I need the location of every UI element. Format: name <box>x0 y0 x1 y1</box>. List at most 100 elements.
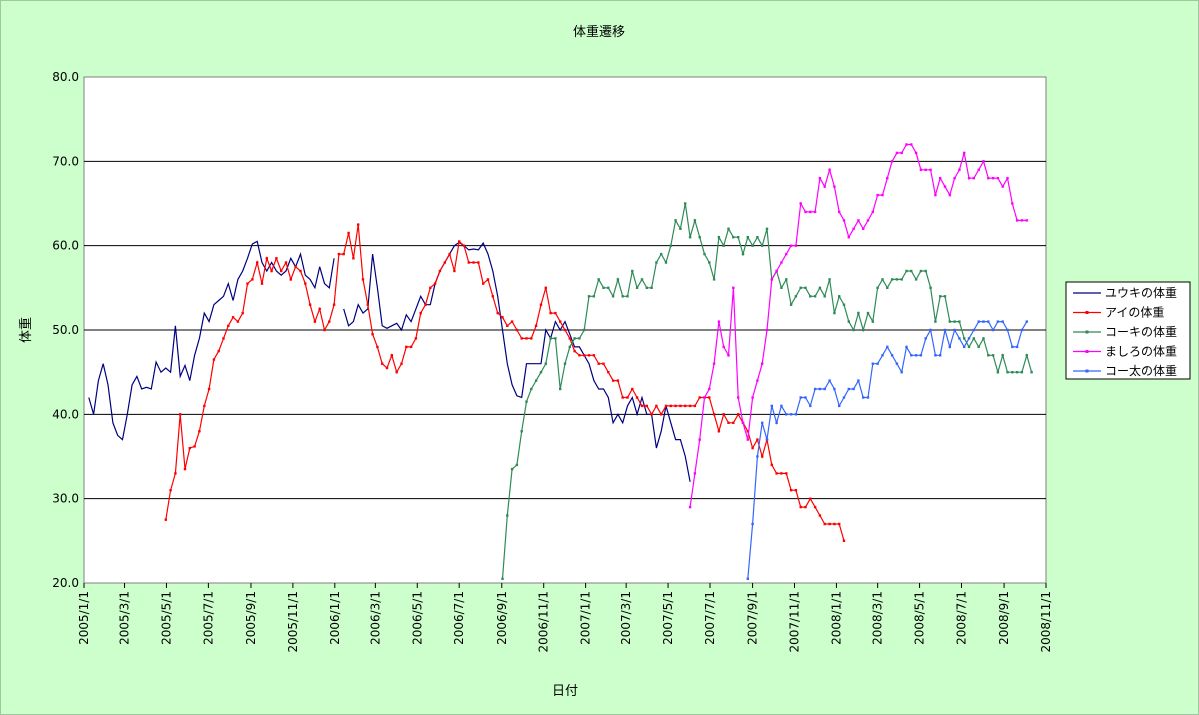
data-point <box>573 337 576 340</box>
data-point <box>789 413 793 416</box>
data-point <box>520 337 523 340</box>
data-point <box>650 413 653 416</box>
data-point <box>578 354 581 357</box>
legend-label: コーキの体重 <box>1105 325 1177 339</box>
x-tick-label: 2008/11/1 <box>1039 591 1053 653</box>
x-tick-label: 2007/5/1 <box>661 591 675 645</box>
data-point <box>910 143 913 146</box>
data-point <box>611 379 615 382</box>
data-point <box>587 354 591 357</box>
chart-title: 体重遷移 <box>573 24 625 40</box>
data-point <box>828 278 831 281</box>
data-point <box>737 396 740 399</box>
data-point <box>823 295 826 298</box>
legend-marker <box>1085 350 1089 353</box>
data-point <box>409 345 413 349</box>
data-point <box>645 404 648 408</box>
data-point <box>756 455 759 458</box>
data-point <box>352 257 355 260</box>
series-4 <box>688 143 1028 509</box>
data-point <box>775 421 778 424</box>
data-point <box>789 489 793 492</box>
data-point <box>948 193 951 197</box>
data-point <box>299 269 302 273</box>
data-point <box>1006 328 1009 332</box>
data-point <box>828 522 831 526</box>
data-point <box>914 278 918 281</box>
data-point <box>640 278 644 281</box>
data-point <box>900 151 903 155</box>
data-point <box>958 337 961 340</box>
data-point <box>361 278 365 281</box>
legend-marker <box>1085 330 1089 334</box>
data-point <box>775 269 778 273</box>
data-point <box>1020 219 1024 222</box>
data-point <box>722 413 725 416</box>
data-point <box>977 168 980 171</box>
data-point <box>765 227 769 230</box>
data-point <box>693 219 697 222</box>
data-point <box>212 358 216 361</box>
data-point <box>809 497 812 500</box>
data-point <box>525 400 528 403</box>
data-point <box>635 396 639 399</box>
data-point <box>799 396 802 399</box>
data-point <box>342 252 345 256</box>
data-point <box>549 337 552 340</box>
data-point <box>684 202 687 205</box>
data-point <box>761 244 764 247</box>
data-point <box>895 362 899 365</box>
data-point <box>169 489 172 492</box>
series-line <box>165 224 845 541</box>
data-point <box>183 467 187 471</box>
data-point <box>910 269 913 273</box>
data-point <box>746 430 749 433</box>
data-point <box>534 324 538 327</box>
data-point <box>688 505 692 509</box>
data-point <box>222 337 225 340</box>
data-point <box>520 430 523 433</box>
data-point <box>929 286 932 289</box>
data-point <box>674 219 677 222</box>
data-point <box>621 295 624 298</box>
data-point <box>275 257 278 260</box>
data-point <box>948 345 951 349</box>
data-point <box>770 463 773 467</box>
data-point <box>203 404 206 408</box>
data-point <box>573 349 576 353</box>
data-point <box>905 143 908 146</box>
data-point <box>472 261 475 264</box>
data-point <box>857 311 860 315</box>
data-point <box>813 505 817 509</box>
data-point <box>1015 219 1019 222</box>
data-point <box>679 227 682 230</box>
data-point <box>501 316 504 319</box>
data-point <box>332 303 336 306</box>
y-tick-label: 80.0 <box>52 70 79 84</box>
data-point <box>789 244 793 247</box>
data-point <box>313 320 317 323</box>
data-point <box>732 286 735 289</box>
data-point <box>809 210 812 214</box>
data-point <box>357 223 360 226</box>
data-point <box>804 505 807 509</box>
data-point <box>847 320 850 323</box>
data-point <box>737 413 740 416</box>
data-point <box>953 328 956 332</box>
data-point <box>982 160 985 163</box>
data-point <box>323 328 326 332</box>
data-point <box>842 303 846 306</box>
x-tick-label: 2007/9/1 <box>746 591 760 645</box>
data-point <box>823 185 826 188</box>
data-point <box>515 328 519 332</box>
data-point <box>1011 202 1014 205</box>
data-point <box>621 396 624 399</box>
data-point <box>953 320 956 323</box>
data-point <box>688 404 692 408</box>
x-tick-label: 2006/1/1 <box>328 591 342 645</box>
data-point <box>583 328 586 332</box>
data-point <box>616 379 620 382</box>
data-point <box>534 379 538 382</box>
data-point <box>799 505 802 509</box>
data-point <box>698 438 701 441</box>
